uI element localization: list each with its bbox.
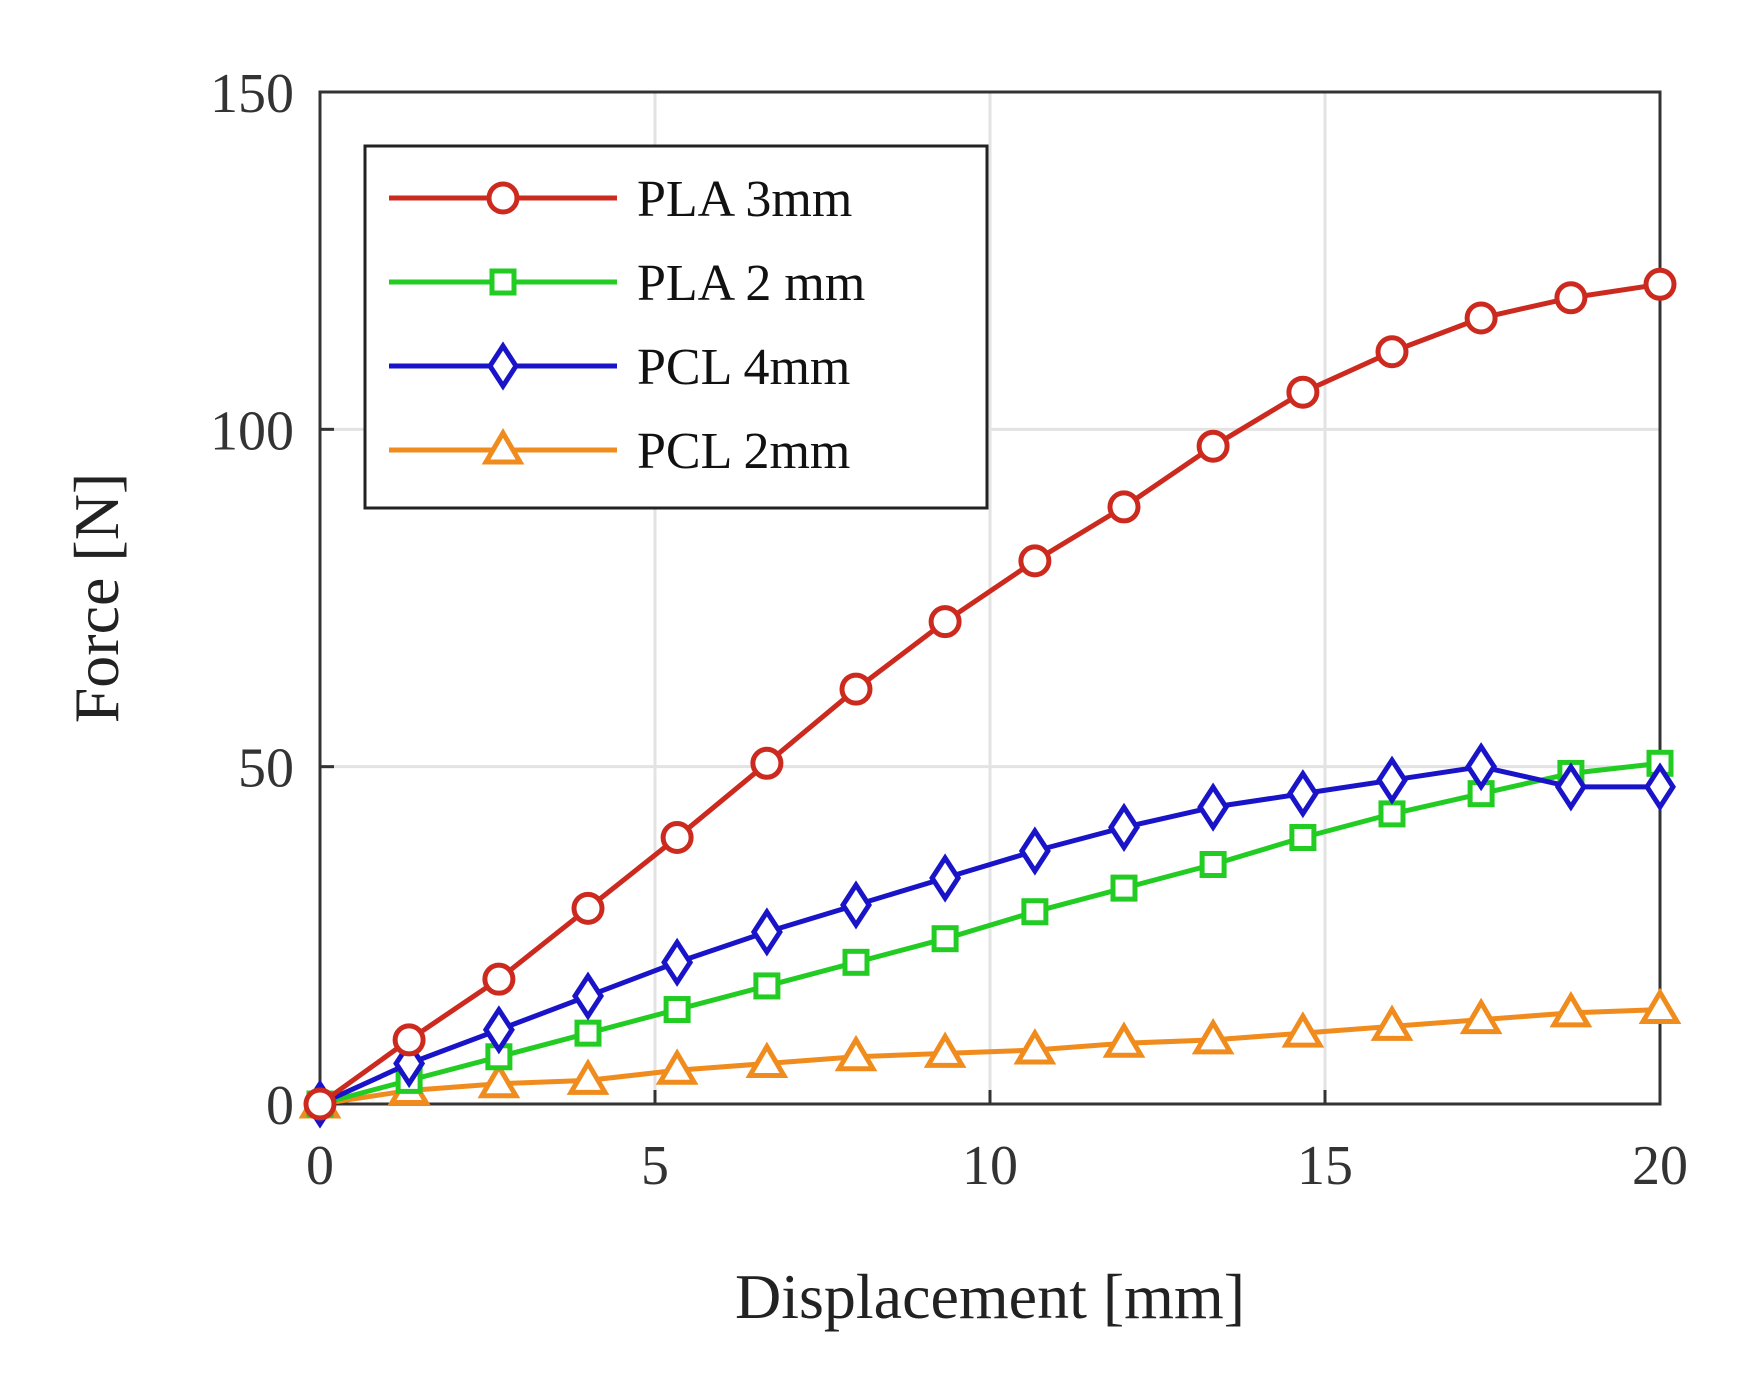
data-point [1549, 990, 1593, 1028]
data-point [392, 1023, 426, 1057]
data-point [842, 948, 870, 976]
data-point [753, 972, 781, 1000]
data-point [1191, 1017, 1235, 1055]
data-point [1376, 755, 1408, 805]
legend-marker [486, 181, 520, 215]
legend-entry: PCL 4mm [389, 339, 850, 396]
x-tick-label: 15 [1297, 1135, 1353, 1197]
data-point [303, 1087, 337, 1121]
data-point [931, 925, 959, 953]
data-point [1102, 1021, 1146, 1058]
data-point [574, 1019, 602, 1047]
x-tick-label: 0 [306, 1135, 334, 1197]
series-pla-3mm [303, 267, 1677, 1121]
x-tick-label: 5 [641, 1135, 669, 1197]
x-tick-label: 20 [1632, 1135, 1688, 1197]
y-axis-label: Force [N] [61, 473, 132, 724]
data-point [1018, 544, 1052, 578]
legend: PLA 3mm PLA 2 mm PCL 4mm PCL 2mm [363, 144, 989, 510]
y-tick-label: 50 [238, 738, 294, 800]
data-point [1459, 997, 1503, 1035]
tick-labels: 0 5 10 15 20 0 50 100 150 [210, 63, 1688, 1197]
legend-label: PCL 2mm [637, 423, 850, 480]
y-tick-label: 100 [210, 400, 294, 462]
data-point [1018, 826, 1051, 876]
data-point [1286, 769, 1319, 819]
data-point [750, 746, 784, 780]
data-point [1370, 1004, 1414, 1041]
data-point [1281, 1011, 1325, 1048]
data-point [1464, 301, 1498, 335]
series-line [318, 281, 1661, 1107]
data-point [663, 996, 691, 1024]
legend-entry: PCL 2mm [389, 423, 850, 480]
legend-entry: PLA 3mm [389, 171, 852, 228]
data-point [834, 1034, 878, 1072]
data-point [750, 907, 783, 957]
series-line [319, 760, 1661, 1107]
data-point [660, 821, 694, 855]
y-tick-label: 0 [266, 1075, 294, 1137]
data-point [1643, 267, 1677, 301]
data-point [571, 891, 605, 925]
data-point [482, 962, 516, 996]
legend-marker [487, 341, 519, 391]
data-point [1013, 1028, 1057, 1065]
data-point [928, 605, 962, 639]
x-axis-label: Displacement [mm] [735, 1261, 1245, 1332]
legend-label: PCL 4mm [637, 339, 850, 396]
legend-entry: PLA 2 mm [389, 255, 865, 312]
y-tick-label: 150 [210, 63, 294, 125]
data-point [1108, 802, 1140, 852]
series-pcl-4mm [304, 742, 1676, 1129]
legend-label: PLA 3mm [637, 171, 852, 228]
legend-label: PLA 2 mm [637, 255, 865, 312]
data-point [655, 1048, 699, 1085]
data-point [661, 937, 694, 987]
data-point [1197, 782, 1230, 832]
legend-marker [481, 428, 525, 465]
x-tick-label: 10 [962, 1135, 1018, 1197]
data-point [1199, 850, 1227, 878]
data-point [1107, 490, 1141, 524]
data-point [1554, 762, 1587, 812]
data-point [1196, 429, 1230, 463]
data-point [745, 1041, 789, 1079]
data-point [1465, 742, 1498, 792]
data-point [1289, 824, 1317, 852]
data-point [1286, 375, 1320, 409]
series-group [298, 267, 1682, 1129]
data-point [1378, 800, 1406, 828]
data-point [839, 672, 873, 706]
data-point [929, 853, 962, 903]
data-point [1021, 898, 1049, 926]
data-point [1110, 874, 1138, 902]
legend-marker [489, 268, 517, 296]
data-point [566, 1058, 610, 1095]
data-point [477, 1061, 521, 1099]
data-point [1554, 281, 1588, 315]
series-line [318, 764, 1660, 1107]
data-point [482, 1005, 515, 1055]
data-point [1644, 762, 1676, 812]
data-point [840, 880, 872, 930]
series-line [319, 1007, 1661, 1107]
data-point [923, 1031, 967, 1068]
data-point [572, 971, 604, 1021]
data-point [1375, 335, 1409, 369]
data-point [1638, 987, 1682, 1025]
